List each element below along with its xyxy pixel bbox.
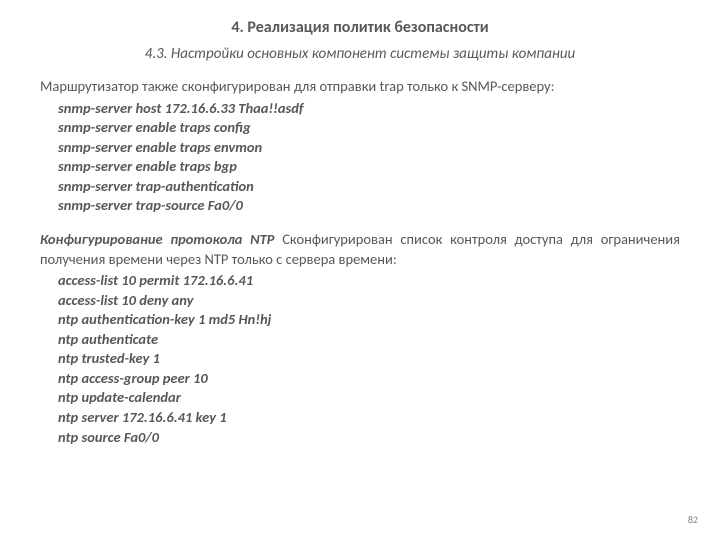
config-line: ntp access-group peer 10: [58, 369, 680, 389]
section-title: 4. Реализация политик безопасности: [40, 18, 680, 37]
paragraph-snmp: Маршрутизатор также сконфигурирован для …: [40, 77, 680, 97]
config-block-snmp: snmp-server host 172.16.6.33 Thaa!!asdfs…: [40, 99, 680, 216]
config-line: ntp source Fa0/0: [58, 428, 680, 448]
config-line: ntp authenticate: [58, 330, 680, 350]
config-block-ntp: access-list 10 permit 172.16.6.41access-…: [40, 271, 680, 447]
config-line: ntp update-calendar: [58, 388, 680, 408]
config-line: snmp-server trap-source Fa0/0: [58, 196, 680, 216]
config-line: access-list 10 deny any: [58, 291, 680, 311]
document-page: 4. Реализация политик безопасности 4.3. …: [0, 0, 720, 540]
config-line: snmp-server enable traps config: [58, 118, 680, 138]
config-line: snmp-server enable traps bgp: [58, 157, 680, 177]
paragraph-ntp: Конфигурирование протокола NTP Сконфигур…: [40, 230, 680, 269]
config-line: ntp trusted-key 1: [58, 349, 680, 369]
ntp-heading: Конфигурирование протокола NTP: [40, 230, 275, 248]
config-line: snmp-server enable traps envmon: [58, 138, 680, 158]
config-line: ntp server 172.16.6.41 key 1: [58, 408, 680, 428]
config-line: snmp-server host 172.16.6.33 Thaa!!asdf: [58, 99, 680, 119]
page-number: 82: [688, 513, 698, 526]
config-line: ntp authentication-key 1 md5 Hn!hj: [58, 310, 680, 330]
config-line: snmp-server trap-authentication: [58, 177, 680, 197]
section-subtitle: 4.3. Настройки основных компонент систем…: [40, 45, 680, 63]
config-line: access-list 10 permit 172.16.6.41: [58, 271, 680, 291]
